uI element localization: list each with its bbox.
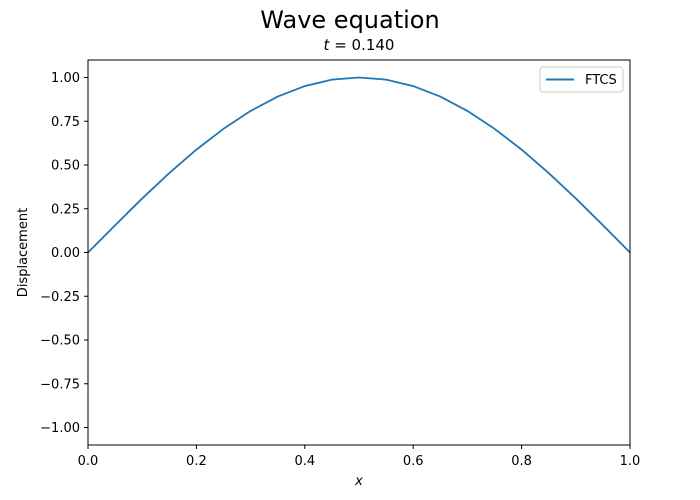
x-tick-label: 1.0 — [620, 454, 641, 469]
series-layer — [87, 76, 631, 254]
legend-label-ftcs: FTCS — [585, 73, 617, 88]
x-tick-label: 0.2 — [186, 454, 207, 469]
figure-title: Wave equation — [260, 6, 440, 34]
series-line-ftcs — [87, 76, 631, 254]
y-tick-label: −0.25 — [40, 290, 80, 305]
x-tick-label: 0.0 — [78, 454, 99, 469]
y-tick-label: 0.50 — [51, 159, 80, 174]
x-tick-label: 0.8 — [511, 454, 532, 469]
y-axis-label: Displacement — [16, 208, 31, 297]
legend: FTCS — [539, 66, 624, 93]
y-tick-label: −0.75 — [40, 377, 80, 392]
x-tick-label: 0.6 — [403, 454, 424, 469]
ticks-layer: 0.0 0.2 0.4 0.6 0.8 1.0 −1.00 −0.75 −0.50 −0.25 0.… — [40, 71, 640, 469]
y-tick-label: 1.00 — [51, 71, 80, 86]
y-tick-label: 0.25 — [51, 202, 80, 217]
axes-title: t = 0.140 — [88, 36, 630, 54]
legend-box — [539, 66, 624, 93]
y-tick-label: 0.00 — [51, 246, 80, 261]
plot-frame — [87, 59, 631, 446]
y-tick-label: −1.00 — [40, 421, 80, 436]
y-tick-label: 0.75 — [51, 115, 80, 130]
y-tick-label: −0.50 — [40, 334, 80, 349]
axes-title-variable: t — [323, 36, 330, 54]
x-tick-label: 0.4 — [294, 454, 315, 469]
axes-title-value: = 0.140 — [329, 36, 395, 54]
x-axis-label: x — [354, 474, 363, 489]
